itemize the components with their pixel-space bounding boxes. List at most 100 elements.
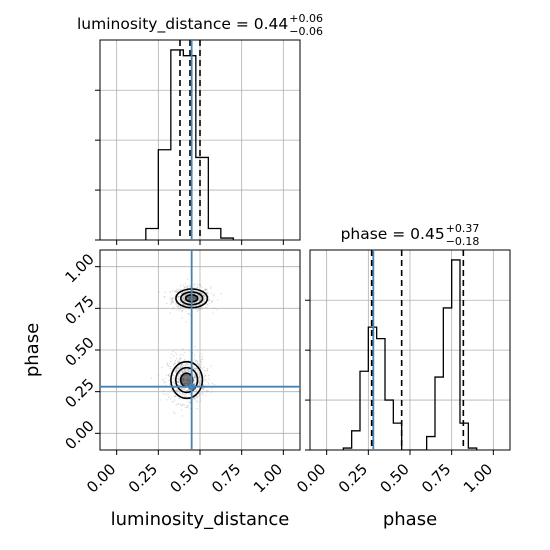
scatter-point bbox=[194, 368, 196, 370]
scatter-point bbox=[198, 382, 201, 385]
scatter-point bbox=[179, 365, 182, 367]
phase-hist-xtick-label-3: 0.75 bbox=[418, 460, 454, 496]
scatter-point bbox=[178, 309, 180, 312]
scatter-point bbox=[216, 309, 218, 311]
scatter-point bbox=[198, 299, 201, 301]
scatter-point bbox=[213, 307, 215, 309]
scatter-point bbox=[198, 395, 200, 397]
scatter-point bbox=[197, 294, 199, 296]
phase-hist-xtick-label-0: 0.00 bbox=[293, 460, 329, 496]
scatter-point bbox=[181, 309, 184, 312]
scatter-point bbox=[199, 400, 202, 402]
scatter-point bbox=[169, 367, 171, 370]
scatter-point bbox=[183, 294, 186, 296]
scatter-point bbox=[193, 379, 195, 382]
scatter-point bbox=[174, 303, 177, 305]
scatter-point bbox=[200, 296, 202, 299]
scatter-point bbox=[171, 353, 173, 355]
scatter-point bbox=[199, 291, 202, 293]
scatter-point bbox=[182, 298, 185, 300]
scatter-point bbox=[172, 400, 174, 403]
scatter-point bbox=[183, 297, 185, 299]
scatter-point bbox=[202, 384, 205, 386]
scatter-point bbox=[180, 371, 182, 373]
scatter-point bbox=[206, 289, 208, 291]
scatter-point bbox=[177, 381, 180, 383]
phase-hist-xtick-label-4: 1.00 bbox=[460, 460, 496, 496]
scatter-point bbox=[170, 398, 172, 400]
scatter-point bbox=[171, 301, 174, 304]
scatter-point bbox=[180, 292, 183, 295]
scatter-point bbox=[199, 298, 201, 301]
scatter-point bbox=[159, 399, 161, 401]
scatter-point bbox=[206, 391, 208, 393]
scatter-point bbox=[205, 375, 207, 377]
scatter-point bbox=[199, 366, 202, 368]
scatter-point bbox=[179, 300, 181, 303]
scatter-point bbox=[200, 380, 202, 382]
scatter-point bbox=[194, 304, 196, 307]
scatter-point bbox=[203, 369, 206, 372]
scatter-point bbox=[181, 365, 183, 367]
scatter-point bbox=[182, 297, 184, 300]
scatter-point bbox=[171, 389, 173, 391]
scatter-point bbox=[193, 358, 196, 360]
scatter-point bbox=[184, 364, 187, 367]
scatter-point bbox=[196, 293, 199, 296]
scatter-point bbox=[178, 296, 180, 298]
scatter-point bbox=[210, 391, 212, 393]
scatter-point bbox=[174, 395, 176, 398]
scatter-point bbox=[179, 354, 181, 356]
scatter-point bbox=[177, 374, 180, 376]
scatter-point bbox=[166, 362, 168, 364]
scatter-point bbox=[174, 290, 176, 292]
scatter-point bbox=[174, 412, 176, 415]
scatter-point bbox=[193, 376, 196, 379]
scatter-point bbox=[169, 365, 171, 368]
scatter-point bbox=[167, 374, 170, 377]
scatter-point bbox=[197, 304, 199, 307]
joint-xtick-label-2: 0.50 bbox=[166, 460, 202, 496]
scatter-point bbox=[188, 368, 190, 371]
scatter-point bbox=[186, 368, 188, 370]
scatter-point bbox=[186, 278, 189, 280]
scatter-point bbox=[194, 398, 196, 401]
scatter-point bbox=[177, 374, 180, 376]
scatter-point bbox=[199, 303, 201, 306]
scatter-point bbox=[172, 381, 175, 383]
scatter-point bbox=[186, 389, 188, 392]
scatter-point bbox=[173, 411, 175, 414]
scatter-point bbox=[163, 296, 166, 298]
scatter-point bbox=[180, 403, 182, 405]
joint-xtick-label-0: 0.00 bbox=[83, 460, 119, 496]
scatter-point bbox=[196, 389, 198, 391]
scatter-point bbox=[169, 312, 172, 314]
scatter-point bbox=[179, 367, 182, 369]
joint-truth-marker bbox=[188, 383, 195, 390]
scatter-point bbox=[205, 378, 207, 381]
scatter-point bbox=[180, 364, 183, 366]
scatter-point bbox=[176, 362, 179, 364]
scatter-point bbox=[178, 381, 180, 383]
scatter-point bbox=[197, 290, 200, 293]
scatter-point bbox=[199, 296, 202, 299]
scatter-point bbox=[195, 360, 197, 362]
scatter-point bbox=[196, 310, 199, 313]
scatter-point bbox=[195, 366, 198, 369]
scatter-point bbox=[184, 371, 187, 373]
scatter-point bbox=[186, 404, 189, 407]
scatter-point bbox=[181, 387, 183, 389]
scatter-point bbox=[198, 393, 201, 395]
scatter-point bbox=[183, 300, 185, 302]
scatter-point bbox=[204, 395, 207, 397]
scatter-point bbox=[194, 382, 196, 385]
y-axis-label-phase: phase bbox=[22, 323, 43, 377]
scatter-point bbox=[207, 300, 210, 302]
scatter-point bbox=[150, 377, 153, 379]
scatter-point bbox=[173, 301, 175, 304]
scatter-point bbox=[184, 369, 187, 372]
scatter-point bbox=[167, 364, 169, 367]
scatter-point bbox=[183, 299, 186, 301]
scatter-point bbox=[175, 309, 177, 312]
scatter-point bbox=[167, 363, 169, 365]
